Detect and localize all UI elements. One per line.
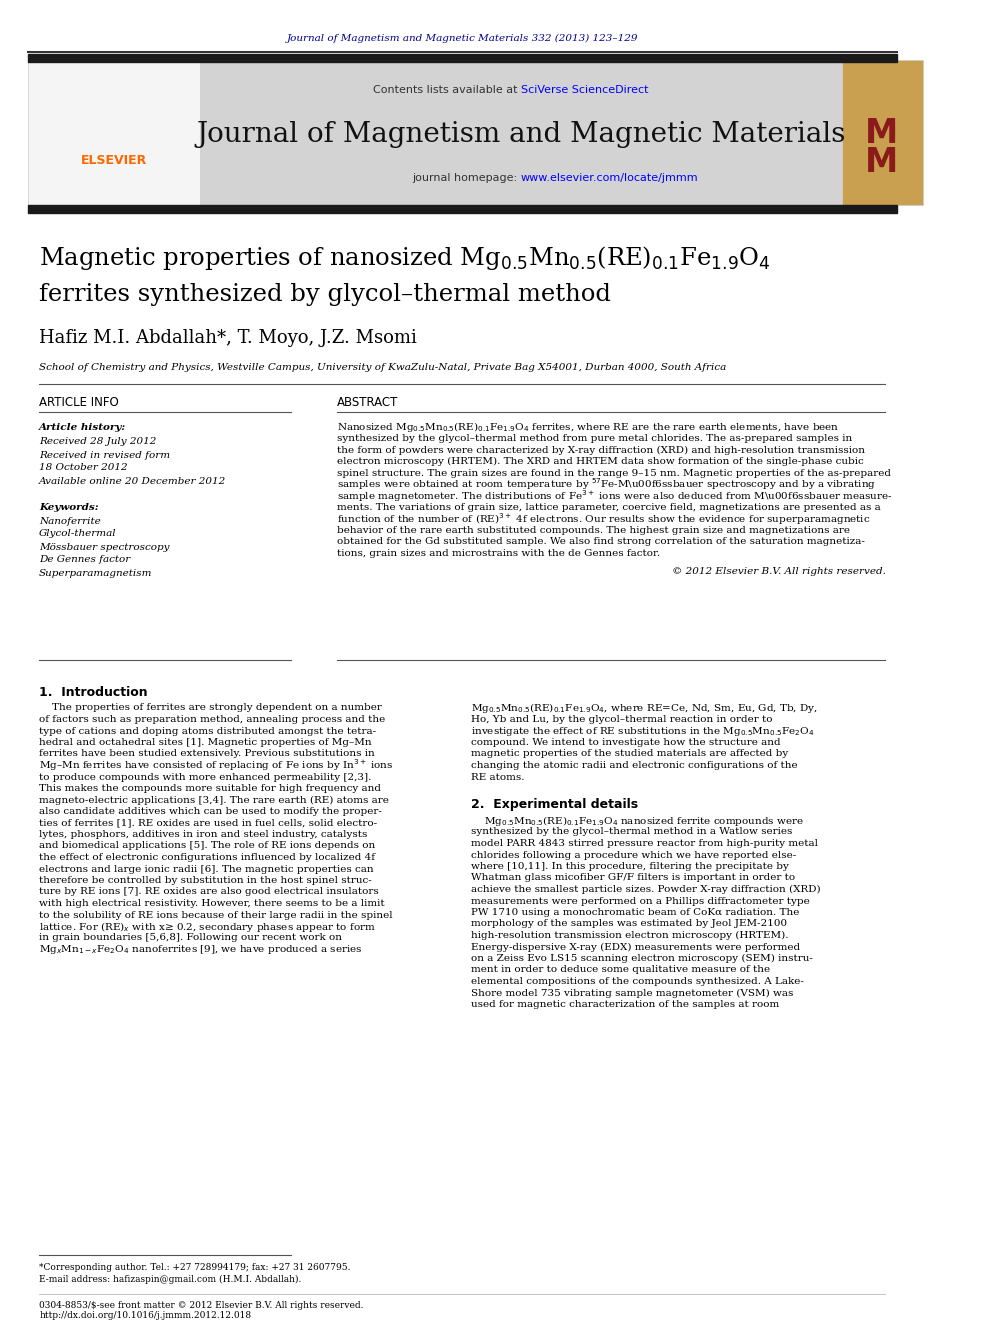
- Text: www.elsevier.com/locate/jmmm: www.elsevier.com/locate/jmmm: [521, 173, 698, 183]
- Text: lytes, phosphors, additives in iron and steel industry, catalysts: lytes, phosphors, additives in iron and …: [39, 830, 367, 839]
- Text: Shore model 735 vibrating sample magnetometer (VSM) was: Shore model 735 vibrating sample magneto…: [470, 988, 793, 998]
- Text: type of cations and doping atoms distributed amongst the tetra-: type of cations and doping atoms distrib…: [39, 726, 376, 736]
- Text: Hafiz M.I. Abdallah*, T. Moyo, J.Z. Msomi: Hafiz M.I. Abdallah*, T. Moyo, J.Z. Msom…: [39, 329, 417, 347]
- Text: therefore be controlled by substitution in the host spinel struc-: therefore be controlled by substitution …: [39, 876, 372, 885]
- Text: morphology of the samples was estimated by Jeol JEM-2100: morphology of the samples was estimated …: [470, 919, 787, 929]
- Text: ABSTRACT: ABSTRACT: [337, 396, 399, 409]
- Text: tions, grain sizes and microstrains with the de Gennes factor.: tions, grain sizes and microstrains with…: [337, 549, 661, 558]
- Bar: [841, 60, 923, 205]
- Bar: [28, 205, 897, 213]
- Text: ties of ferrites [1]. RE oxides are used in fuel cells, solid electro-: ties of ferrites [1]. RE oxides are used…: [39, 819, 377, 827]
- Text: © 2012 Elsevier B.V. All rights reserved.: © 2012 Elsevier B.V. All rights reserved…: [672, 566, 886, 576]
- Text: samples were obtained at room temperature by $^{57}$Fe-M\u00f6ssbauer spectrosco: samples were obtained at room temperatur…: [337, 476, 877, 492]
- Text: function of the number of (RE)$^{3+}$ 4f electrons. Our results show the evidenc: function of the number of (RE)$^{3+}$ 4f…: [337, 511, 871, 527]
- Text: M
M: M M: [865, 116, 899, 179]
- Text: measurements were performed on a Phillips diffractometer type: measurements were performed on a Phillip…: [470, 897, 809, 905]
- Text: investigate the effect of RE substitutions in the Mg$_{0.5}$Mn$_{0.5}$Fe$_2$O$_4: investigate the effect of RE substitutio…: [470, 725, 814, 737]
- Text: electrons and large ionic radii [6]. The magnetic properties can: electrons and large ionic radii [6]. The…: [39, 864, 374, 873]
- Text: Journal of Magnetism and Magnetic Materials: Journal of Magnetism and Magnetic Materi…: [196, 122, 845, 148]
- Text: De Gennes factor: De Gennes factor: [39, 556, 130, 565]
- Text: Journal of Magnetism and Magnetic Materials 332 (2013) 123–129: Journal of Magnetism and Magnetic Materi…: [287, 33, 638, 42]
- Text: used for magnetic characterization of the samples at room: used for magnetic characterization of th…: [470, 1000, 779, 1009]
- Text: *Corresponding author. Tel.: +27 728994179; fax: +27 31 2607795.: *Corresponding author. Tel.: +27 7289941…: [39, 1262, 350, 1271]
- Text: 1.  Introduction: 1. Introduction: [39, 685, 148, 699]
- Text: and biomedical applications [5]. The role of RE ions depends on: and biomedical applications [5]. The rol…: [39, 841, 375, 851]
- Text: 18 October 2012: 18 October 2012: [39, 463, 128, 472]
- Text: obtained for the Gd substituted sample. We also find strong correlation of the s: obtained for the Gd substituted sample. …: [337, 537, 865, 546]
- Text: magnetic properties of the studied materials are affected by: magnetic properties of the studied mater…: [470, 750, 788, 758]
- Text: ferrites have been studied extensively. Previous substitutions in: ferrites have been studied extensively. …: [39, 750, 375, 758]
- Text: SciVerse ScienceDirect: SciVerse ScienceDirect: [521, 85, 649, 95]
- Text: also candidate additives which can be used to modify the proper-: also candidate additives which can be us…: [39, 807, 382, 816]
- Text: Mg$_{0.5}$Mn$_{0.5}$(RE)$_{0.1}$Fe$_{1.9}$O$_{4}$, where RE=Ce, Nd, Sm, Eu, Gd, : Mg$_{0.5}$Mn$_{0.5}$(RE)$_{0.1}$Fe$_{1.9…: [470, 701, 817, 714]
- Text: compound. We intend to investigate how the structure and: compound. We intend to investigate how t…: [470, 738, 781, 747]
- Text: synthesized by the glycol–thermal method from pure metal chlorides. The as-prepa: synthesized by the glycol–thermal method…: [337, 434, 853, 443]
- Text: hedral and octahedral sites [1]. Magnetic properties of Mg–Mn: hedral and octahedral sites [1]. Magneti…: [39, 738, 372, 747]
- Text: E-mail address: hafizaspin@gmail.com (H.M.I. Abdallah).: E-mail address: hafizaspin@gmail.com (H.…: [39, 1274, 302, 1283]
- Text: Nanosized Mg$_{0.5}$Mn$_{0.5}$(RE)$_{0.1}$Fe$_{1.9}$O$_{4}$ ferrites, where RE a: Nanosized Mg$_{0.5}$Mn$_{0.5}$(RE)$_{0.1…: [337, 419, 840, 434]
- Text: where [10,11]. In this procedure, filtering the precipitate by: where [10,11]. In this procedure, filter…: [470, 863, 789, 871]
- Text: chlorides following a procedure which we have reported else-: chlorides following a procedure which we…: [470, 851, 796, 860]
- Text: elemental compositions of the compounds synthesized. A Lake-: elemental compositions of the compounds …: [470, 976, 804, 986]
- Text: Mg$_x$Mn$_{1-x}$Fe$_2$O$_4$ nanoferrites [9], we have produced a series: Mg$_x$Mn$_{1-x}$Fe$_2$O$_4$ nanoferrites…: [39, 943, 363, 957]
- Text: magneto-electric applications [3,4]. The rare earth (RE) atoms are: magneto-electric applications [3,4]. The…: [39, 795, 389, 804]
- Text: spinel structure. The grain sizes are found in the range 9–15 nm. Magnetic prope: spinel structure. The grain sizes are fo…: [337, 468, 892, 478]
- Text: PW 1710 using a monochromatic beam of CoKα radiation. The: PW 1710 using a monochromatic beam of Co…: [470, 908, 799, 917]
- Text: ture by RE ions [7]. RE oxides are also good electrical insulators: ture by RE ions [7]. RE oxides are also …: [39, 888, 379, 897]
- Bar: [28, 60, 200, 205]
- Text: of factors such as preparation method, annealing process and the: of factors such as preparation method, a…: [39, 714, 386, 724]
- Text: on a Zeiss Evo LS15 scanning electron microscopy (SEM) instru-: on a Zeiss Evo LS15 scanning electron mi…: [470, 954, 812, 963]
- Text: School of Chemistry and Physics, Westville Campus, University of KwaZulu-Natal, : School of Chemistry and Physics, Westvil…: [39, 364, 726, 373]
- Text: Keywords:: Keywords:: [39, 503, 99, 512]
- Text: Glycol-thermal: Glycol-thermal: [39, 529, 117, 538]
- Text: model PARR 4843 stirred pressure reactor from high-purity metal: model PARR 4843 stirred pressure reactor…: [470, 839, 817, 848]
- Text: Nanoferrite: Nanoferrite: [39, 516, 101, 525]
- Text: 0304-8853/$-see front matter © 2012 Elsevier B.V. All rights reserved.: 0304-8853/$-see front matter © 2012 Else…: [39, 1301, 364, 1310]
- Text: to produce compounds with more enhanced permeability [2,3].: to produce compounds with more enhanced …: [39, 773, 372, 782]
- Text: ment in order to deduce some qualitative measure of the: ment in order to deduce some qualitative…: [470, 966, 770, 975]
- Text: The properties of ferrites are strongly dependent on a number: The properties of ferrites are strongly …: [39, 704, 382, 713]
- Text: Mössbauer spectroscopy: Mössbauer spectroscopy: [39, 542, 170, 552]
- Bar: [200, 60, 841, 205]
- Text: Available online 20 December 2012: Available online 20 December 2012: [39, 476, 226, 486]
- Text: 2.  Experimental details: 2. Experimental details: [470, 798, 638, 811]
- Text: achieve the smallest particle sizes. Powder X-ray diffraction (XRD): achieve the smallest particle sizes. Pow…: [470, 885, 820, 894]
- Text: This makes the compounds more suitable for high frequency and: This makes the compounds more suitable f…: [39, 785, 381, 792]
- Text: to the solubility of RE ions because of their large radii in the spinel: to the solubility of RE ions because of …: [39, 910, 393, 919]
- Text: journal homepage:: journal homepage:: [413, 173, 521, 183]
- Text: the form of powders were characterized by X-ray diffraction (XRD) and high-resol: the form of powders were characterized b…: [337, 446, 865, 455]
- Text: high-resolution transmission electron microscopy (HRTEM).: high-resolution transmission electron mi…: [470, 931, 789, 941]
- Text: http://dx.doi.org/10.1016/j.jmmm.2012.12.018: http://dx.doi.org/10.1016/j.jmmm.2012.12…: [39, 1311, 251, 1320]
- Text: Energy-dispersive X-ray (EDX) measurements were performed: Energy-dispersive X-ray (EDX) measuremen…: [470, 942, 800, 951]
- Text: Article history:: Article history:: [39, 423, 126, 433]
- Text: with high electrical resistivity. However, there seems to be a limit: with high electrical resistivity. Howeve…: [39, 900, 385, 908]
- Text: electron microscopy (HRTEM). The XRD and HRTEM data show formation of the single: electron microscopy (HRTEM). The XRD and…: [337, 456, 864, 466]
- Text: the effect of electronic configurations influenced by localized 4f: the effect of electronic configurations …: [39, 853, 375, 863]
- Text: Superparamagnetism: Superparamagnetism: [39, 569, 153, 578]
- Bar: [28, 54, 897, 62]
- Text: Whatman glass micofiber GF/F filters is important in order to: Whatman glass micofiber GF/F filters is …: [470, 873, 795, 882]
- Text: ELSEVIER: ELSEVIER: [80, 153, 147, 167]
- Text: ments. The variations of grain size, lattice parameter, coercive field, magnetiz: ments. The variations of grain size, lat…: [337, 503, 881, 512]
- Text: Mg–Mn ferrites have consisted of replacing of Fe ions by In$^{3+}$ ions: Mg–Mn ferrites have consisted of replaci…: [39, 758, 394, 774]
- Text: ferrites synthesized by glycol–thermal method: ferrites synthesized by glycol–thermal m…: [39, 283, 611, 307]
- Text: Received 28 July 2012: Received 28 July 2012: [39, 438, 157, 446]
- Text: ARTICLE INFO: ARTICLE INFO: [39, 396, 119, 409]
- Text: Contents lists available at: Contents lists available at: [373, 85, 521, 95]
- Text: Ho, Yb and Lu, by the glycol–thermal reaction in order to: Ho, Yb and Lu, by the glycol–thermal rea…: [470, 714, 772, 724]
- Text: RE atoms.: RE atoms.: [470, 773, 524, 782]
- Text: in grain boundaries [5,6,8]. Following our recent work on: in grain boundaries [5,6,8]. Following o…: [39, 934, 342, 942]
- Text: sample magnetometer. The distributions of Fe$^{3+}$ ions were also deduced from : sample magnetometer. The distributions o…: [337, 488, 893, 504]
- Text: Mg$_{0.5}$Mn$_{0.5}$(RE)$_{0.1}$Fe$_{1.9}$O$_{4}$ nanosized ferrite compounds we: Mg$_{0.5}$Mn$_{0.5}$(RE)$_{0.1}$Fe$_{1.9…: [470, 814, 804, 827]
- Text: synthesized by the glycol–thermal method in a Watlow series: synthesized by the glycol–thermal method…: [470, 827, 792, 836]
- Text: Received in revised form: Received in revised form: [39, 451, 171, 459]
- Text: changing the atomic radii and electronic configurations of the: changing the atomic radii and electronic…: [470, 761, 798, 770]
- Text: Magnetic properties of nanosized Mg$_{0.5}$Mn$_{0.5}$(RE)$_{0.1}$Fe$_{1.9}$O$_{4: Magnetic properties of nanosized Mg$_{0.…: [39, 243, 771, 273]
- Text: lattice. For (RE)$_x$ with x≥ 0.2, secondary phases appear to form: lattice. For (RE)$_x$ with x≥ 0.2, secon…: [39, 919, 376, 934]
- Text: behavior of the rare earth substituted compounds. The highest grain size and mag: behavior of the rare earth substituted c…: [337, 527, 850, 534]
